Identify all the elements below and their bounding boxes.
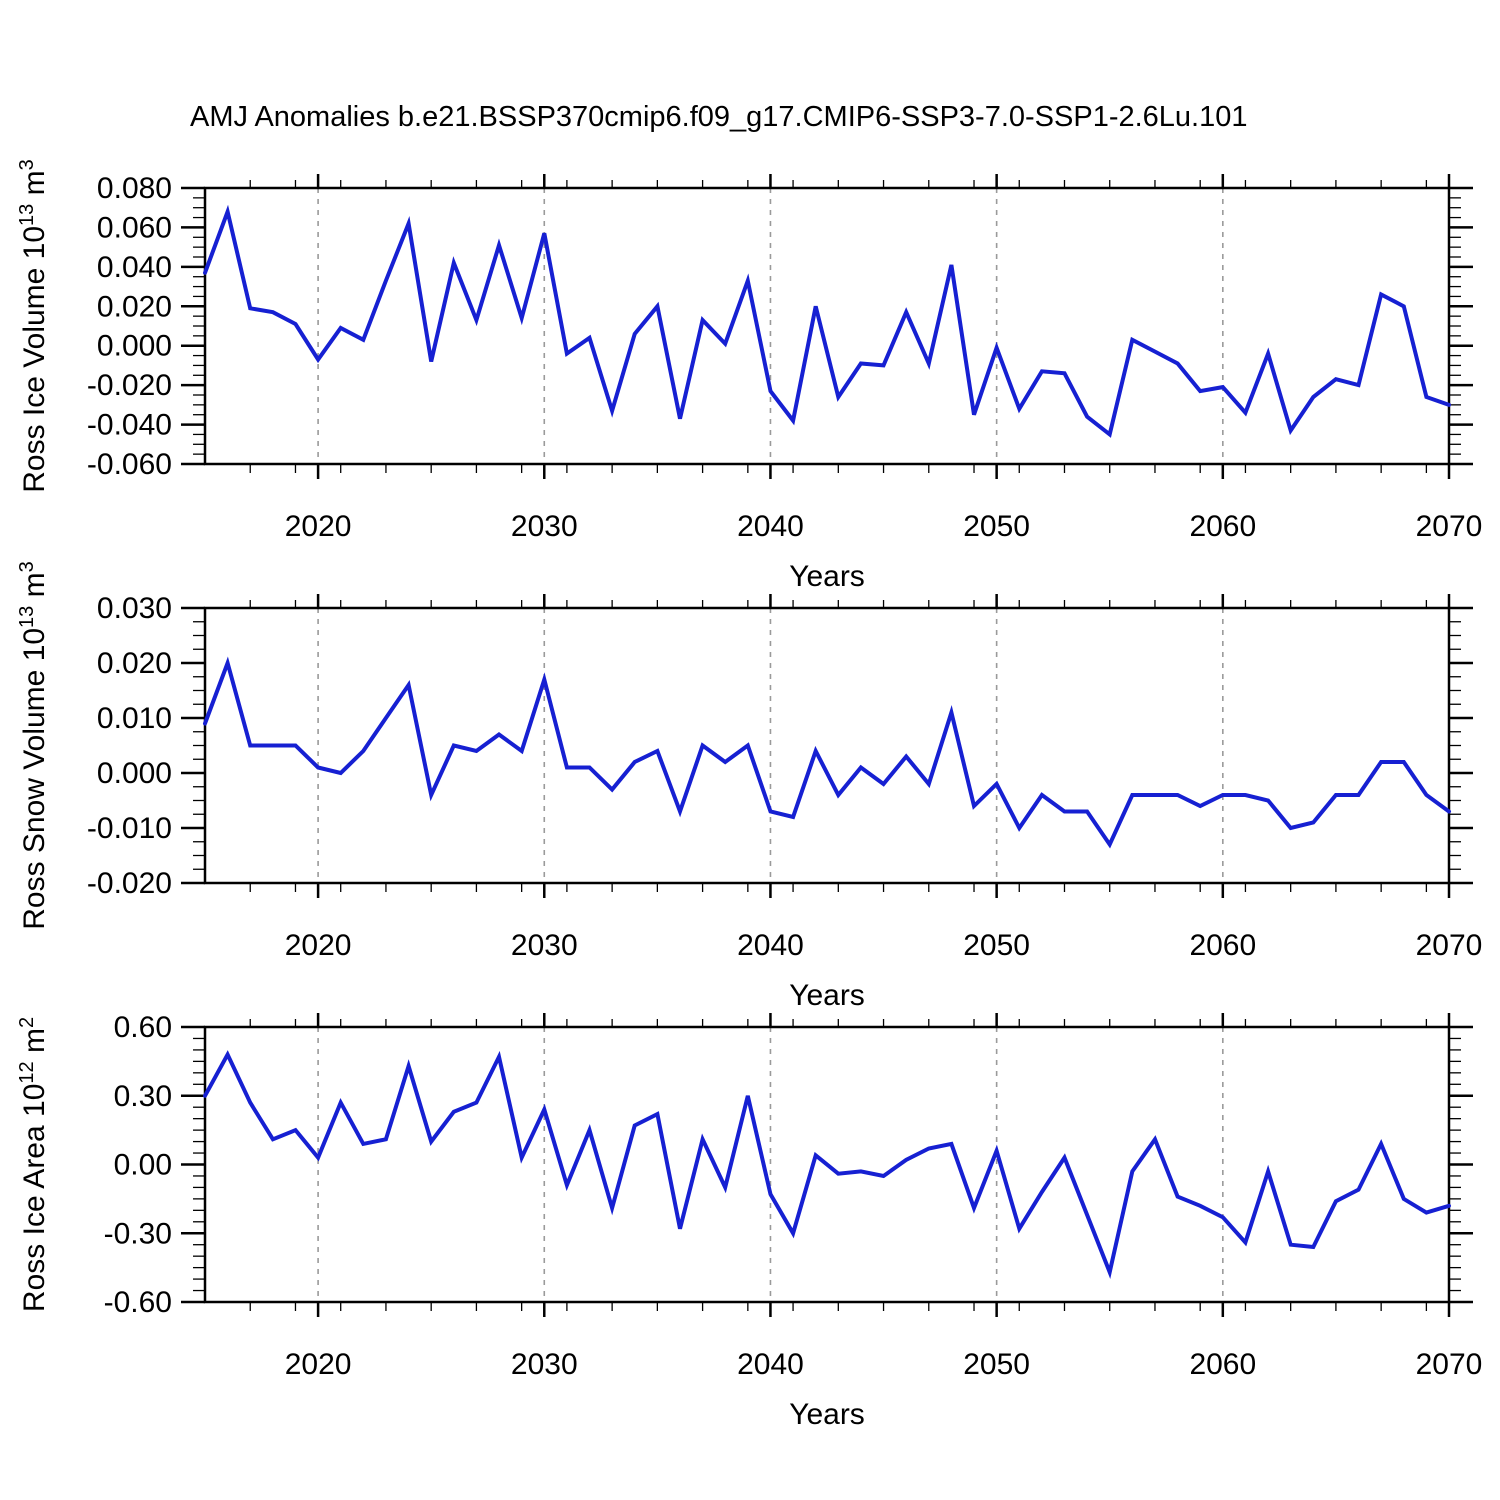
x-tick-label: 2030 [511, 1348, 578, 1381]
panel-ross-snow-volume: 0.030 0.020 0.010 0.000 -0.010 -0.020 2020 2030… [16, 561, 1482, 1012]
y-tick-label: 0.030 [97, 592, 172, 625]
x-tick-label: 2020 [285, 1348, 352, 1381]
x-tick-label: 2070 [1416, 510, 1483, 543]
series-line [203, 204, 1451, 438]
x-tick-label: 2070 [1416, 1348, 1483, 1381]
y-tick-label: 0.60 [114, 1011, 172, 1044]
y-axis-title: Ross Snow Volume 1013 m3 [16, 561, 51, 930]
x-tick-label: 2040 [737, 1348, 804, 1381]
x-tick-label: 2060 [1189, 1348, 1256, 1381]
y-axis-title: Ross Ice Volume 1013 m3 [16, 159, 51, 493]
y-tick-label: 0.00 [114, 1149, 172, 1182]
plot-frame [203, 606, 1451, 885]
x-axis-title: Years [789, 979, 865, 1012]
y-tick-label: -0.060 [87, 448, 172, 481]
x-tick-label: 2060 [1189, 929, 1256, 962]
y-tick-label: 0.020 [97, 647, 172, 680]
y-tick-label: -0.040 [87, 409, 172, 442]
x-tick-label: 2030 [511, 929, 578, 962]
x-tick-label: 2040 [737, 929, 804, 962]
x-axis-title: Years [789, 1398, 865, 1431]
y-axis-title: Ross Ice Area 1012 m2 [16, 1017, 51, 1312]
y-tick-label: -0.60 [104, 1286, 172, 1319]
y-tick-label: 0.000 [97, 757, 172, 790]
y-tick-label: -0.010 [87, 812, 172, 845]
panel-ross-ice-area: 0.60 0.30 0.00 -0.30 -0.60 2020 2030 2040 2050 20… [16, 1011, 1482, 1431]
y-tick-label: 0.000 [97, 330, 172, 363]
y-tick-label: 0.040 [97, 251, 172, 284]
x-tick-label: 2070 [1416, 929, 1483, 962]
x-tick-label: 2020 [285, 929, 352, 962]
panel-ross-ice-volume: 0.080 0.060 0.040 0.020 0.000 -0.020 -0.040 -0.… [16, 159, 1482, 593]
x-tick-label: 2030 [511, 510, 578, 543]
y-tick-label: -0.30 [104, 1217, 172, 1250]
y-tick-label: -0.020 [87, 867, 172, 900]
x-tick-label: 2040 [737, 510, 804, 543]
x-axis-title: Years [789, 560, 865, 593]
y-tick-label: 0.080 [97, 172, 172, 205]
plot-frame [203, 186, 1451, 466]
x-tick-label: 2020 [285, 510, 352, 543]
series-line [203, 1050, 1451, 1279]
series-line [203, 656, 1451, 849]
x-tick-label: 2050 [963, 1348, 1030, 1381]
y-tick-label: 0.020 [97, 290, 172, 323]
y-tick-label: 0.30 [114, 1080, 172, 1113]
x-tick-label: 2050 [963, 510, 1030, 543]
y-tick-label: -0.020 [87, 369, 172, 402]
x-tick-label: 2050 [963, 929, 1030, 962]
x-tick-label: 2060 [1189, 510, 1256, 543]
y-tick-label: 0.010 [97, 702, 172, 735]
y-tick-label: 0.060 [97, 211, 172, 244]
chart-title: AMJ Anomalies b.e21.BSSP370cmip6.f09_g17… [190, 101, 1248, 133]
